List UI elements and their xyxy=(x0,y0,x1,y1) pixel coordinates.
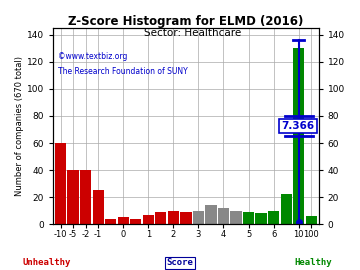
Bar xyxy=(205,205,217,224)
Bar xyxy=(193,211,204,224)
Y-axis label: Number of companies (670 total): Number of companies (670 total) xyxy=(15,56,24,196)
Bar xyxy=(155,212,166,224)
Bar xyxy=(130,219,141,224)
Text: The Research Foundation of SUNY: The Research Foundation of SUNY xyxy=(58,67,188,76)
Text: Healthy: Healthy xyxy=(294,258,332,267)
Bar xyxy=(93,190,104,224)
Bar xyxy=(230,211,242,224)
Bar xyxy=(143,215,154,224)
Bar xyxy=(293,48,304,224)
Bar xyxy=(80,170,91,224)
Bar xyxy=(218,208,229,224)
Text: ©www.textbiz.org: ©www.textbiz.org xyxy=(58,52,128,60)
Bar xyxy=(67,170,79,224)
Bar xyxy=(105,219,116,224)
Bar xyxy=(256,213,267,224)
Bar xyxy=(180,212,192,224)
Bar xyxy=(306,216,317,224)
Bar xyxy=(168,211,179,224)
Text: Unhealthy: Unhealthy xyxy=(23,258,71,267)
Bar xyxy=(118,217,129,224)
Bar xyxy=(243,212,254,224)
Title: Z-Score Histogram for ELMD (2016): Z-Score Histogram for ELMD (2016) xyxy=(68,15,303,28)
Bar xyxy=(55,143,66,224)
Bar xyxy=(280,194,292,224)
Text: 7.366: 7.366 xyxy=(282,121,315,131)
Text: Sector: Healthcare: Sector: Healthcare xyxy=(144,28,241,38)
Text: Score: Score xyxy=(167,258,193,267)
Bar xyxy=(268,211,279,224)
